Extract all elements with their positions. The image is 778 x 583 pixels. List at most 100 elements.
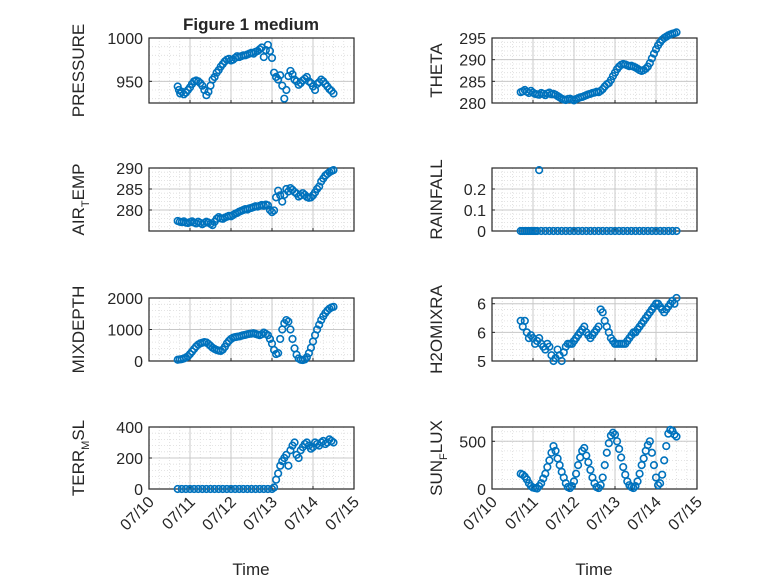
data-point: [181, 484, 190, 494]
data-point: [658, 470, 667, 479]
y-tick-label: 1000: [107, 31, 143, 48]
data-point: [210, 484, 219, 494]
data-point: [329, 438, 338, 447]
y-tick-label: 290: [116, 161, 143, 178]
data-point: [545, 226, 554, 236]
data-point: [520, 316, 529, 326]
data-point: [598, 226, 607, 236]
y-tick-label: 500: [459, 434, 486, 451]
data-point: [329, 166, 338, 175]
data-point: [226, 484, 236, 494]
data-point: [290, 187, 299, 197]
data-point: [619, 462, 628, 472]
data-point: [278, 81, 287, 90]
data-point: [569, 477, 579, 486]
figure-title: Figure 1 medium: [183, 15, 319, 34]
x-tick-label: 07/12: [199, 494, 239, 534]
data-point: [598, 473, 607, 482]
data-point: [284, 461, 293, 470]
data-point: [655, 479, 665, 488]
data-point: [537, 226, 546, 236]
data-point: [274, 349, 283, 358]
y-tick-label: 0: [134, 482, 143, 499]
data-point: [668, 226, 677, 236]
data-point: [565, 226, 575, 236]
data-point: [614, 226, 624, 236]
x-tick-label: 07/14: [281, 494, 321, 534]
data-point: [623, 226, 632, 236]
y-tick-label: 0: [134, 354, 143, 371]
data-point: [302, 72, 311, 82]
x-axis-label-left: Time: [232, 560, 269, 579]
data-point: [265, 205, 275, 215]
data-point: [269, 206, 279, 215]
data-point: [672, 432, 681, 441]
data-point: [660, 456, 669, 465]
y-tick-label: 950: [116, 74, 143, 91]
data-point: [286, 446, 295, 455]
data-point: [259, 484, 268, 494]
data-point: [302, 353, 311, 362]
data-point: [645, 59, 654, 68]
data-point: [269, 483, 279, 492]
data-point: [235, 484, 244, 494]
data-point: [539, 474, 548, 483]
x-tick-label: 07/10: [460, 494, 500, 534]
data-point: [573, 226, 583, 236]
x-tick-label: 07/12: [542, 494, 582, 534]
x-tick-label: 07/13: [583, 494, 623, 534]
y-tick-label: 0: [477, 224, 486, 241]
data-point: [672, 28, 681, 37]
data-point: [194, 77, 203, 86]
x-tick-label: 07/10: [117, 494, 157, 534]
data-point: [651, 226, 661, 236]
x-tick-label: 07/11: [159, 494, 199, 534]
chart-panel-5: 0 1000 2000 MIXDEPTH: [69, 286, 355, 373]
data-point: [582, 451, 591, 460]
data-point: [280, 94, 289, 103]
data-point: [177, 484, 186, 494]
x-tick-label: 07/13: [240, 494, 280, 534]
data-point: [635, 469, 644, 478]
data-point: [198, 484, 207, 494]
y-tick-label: 285: [459, 74, 486, 91]
data-point: [569, 226, 579, 236]
data-point: [590, 226, 599, 236]
axes-box: [148, 167, 355, 232]
y-tick-label: 0: [477, 482, 486, 499]
y-tick-label: 290: [459, 53, 486, 70]
data-point: [267, 53, 277, 63]
chart-panel-8: 0 500 07/10 07/11 07/12 07/13 07/14 07/15 SUNFLU…: [427, 420, 706, 534]
data-point: [288, 334, 297, 344]
data-point: [306, 193, 316, 202]
data-point: [304, 77, 314, 86]
data-point: [610, 226, 620, 236]
data-point: [214, 484, 223, 494]
data-point: [239, 484, 248, 494]
y-tick-label: 0.1: [464, 203, 486, 220]
chart-panel-6: 5 6 6 H2OMIXRA: [427, 284, 698, 374]
data-point: [265, 46, 275, 56]
data-point: [284, 317, 293, 326]
x-tick-label: 07/14: [624, 494, 664, 534]
data-point: [190, 484, 199, 494]
y-tick-label: 1000: [107, 323, 143, 340]
y-tick-label: 6: [477, 325, 486, 342]
data-point: [608, 428, 618, 437]
data-point: [606, 226, 616, 236]
chart-panel-3: 280 285 290 AIRTEMP: [69, 161, 355, 235]
data-point: [194, 484, 203, 494]
y-axis-label: PRESSURE: [69, 24, 88, 118]
data-point: [300, 355, 309, 364]
x-tick-label: 07/15: [665, 494, 705, 534]
data-point: [543, 462, 552, 472]
data-point: [551, 446, 560, 455]
data-point: [653, 481, 663, 490]
data-point: [274, 75, 283, 84]
y-tick-label: 280: [459, 96, 486, 113]
data-point: [647, 226, 657, 236]
data-point: [263, 201, 273, 210]
data-point: [670, 430, 679, 439]
data-point: [557, 356, 566, 366]
data-point: [549, 441, 558, 451]
